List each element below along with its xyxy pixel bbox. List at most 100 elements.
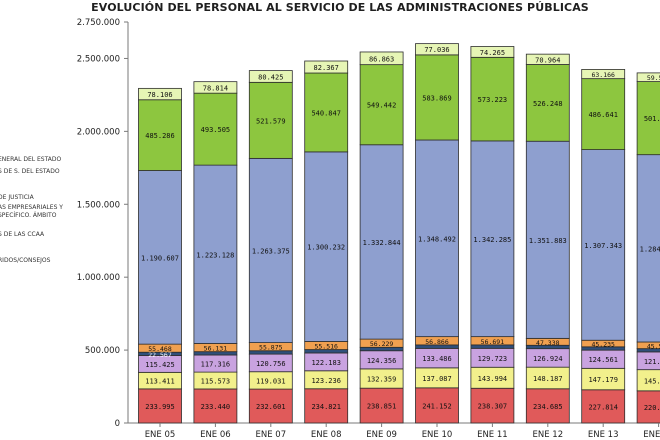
y-tick-label: 1.500.000 [77,200,120,210]
bar-segment [470,46,515,58]
bar-value-label: 113.411 [145,378,175,386]
bar-segment [193,164,238,344]
bar-value-label: 485.286 [145,132,175,140]
x-tick-label: ENE 09 [366,430,397,440]
y-tick-label: 500.000 [85,346,120,356]
legend-item-label: DE JUSTICIA [0,194,34,201]
bar-value-label: 233.995 [145,403,175,411]
bar-value-label: 126.924 [533,355,563,363]
x-tick-label: ENE 12 [532,430,563,440]
bar-value-label: 117.316 [201,361,231,369]
bar-segment [415,54,459,141]
bar-value-label: 1.351.883 [529,237,567,245]
bar-value-label: 137.087 [422,375,452,383]
y-tick-label: 2.750.000 [77,18,120,28]
bar-segment [359,387,404,424]
bar-segment [470,56,515,142]
bar-value-label: 145.208 [644,377,660,385]
bar-value-label: 82.367 [314,64,339,72]
bar-value-label: 55.468 [148,345,172,353]
bar-value-label: 59.598 [647,74,660,82]
bar-value-label: 74.265 [480,49,505,57]
bar-value-label: 115.425 [145,361,175,369]
bar-value-label: 63.166 [591,71,615,79]
bar-value-label: 549.442 [367,102,397,110]
bar-value-label: 78.106 [147,91,172,99]
x-tick-label: ENE 07 [255,430,286,440]
bar-value-label: 45.582 [647,342,660,350]
bar-segment [304,151,349,342]
bar-value-label: 573.223 [478,96,508,104]
bar-value-label: 220.563 [644,404,660,412]
bar-value-label: 147.179 [588,376,618,384]
bar-value-label: 234.685 [533,403,563,411]
bar-value-label: 540.847 [311,109,341,117]
bar-value-label: 143.994 [478,375,508,383]
bar-value-label: 1.332.844 [363,239,401,247]
bar-value-label: 121.805 [644,358,660,366]
bar-segment [359,144,404,340]
bar-value-label: 238.851 [367,403,397,411]
bar-value-label: 1.223.128 [196,251,234,259]
bar-segment [304,388,349,424]
legend-item-label: RIDOS/CONSEJOS [0,257,51,264]
x-tick-label: ENE 08 [311,430,342,440]
y-tick-label: 1.000.000 [77,273,120,283]
bar-segment [581,78,626,151]
bar-value-label: 119.031 [256,377,286,385]
bar-segment [525,53,570,65]
bar-segment [248,81,293,159]
bar-value-label: 133.486 [422,355,452,363]
bar-value-label: 1.300.232 [307,244,345,252]
legend-item-label: AS EMPRESARIALES Y [0,204,63,211]
bar-value-label: 1.307.343 [584,242,622,250]
y-tick-label: 2.000.000 [77,127,120,137]
bar-segment [248,157,293,344]
bar-value-label: 47.338 [536,339,560,347]
bar-value-label: 526.248 [533,100,563,108]
bar-value-label: 122.183 [311,359,341,367]
bar-value-label: 120.756 [256,360,286,368]
bar-value-label: 241.152 [422,402,452,410]
x-tick-label: ENE 05 [145,430,176,440]
bar-segment [359,51,404,66]
bar-value-label: 129.723 [478,355,508,363]
bar-segment [581,149,626,341]
bar-value-label: 70.964 [535,56,560,64]
bar-segment [138,99,182,171]
bar-value-label: 77.036 [424,46,449,54]
bar-value-label: 521.579 [256,117,286,125]
bar-value-label: 1.284.646 [640,245,660,253]
bar-value-label: 1.348.492 [418,235,456,243]
bar-segment [304,72,349,153]
bar-value-label: 1.342.285 [473,236,511,244]
bar-value-label: 486.641 [588,111,618,119]
bar-value-label: 148.187 [533,375,563,383]
bar-segment [248,388,293,424]
bar-value-label: 22.567 [148,351,172,359]
bar-value-label: 227.814 [588,403,618,411]
bar-value-label: 78.814 [203,84,228,92]
y-tick-label: 0 [115,419,120,429]
bar-value-label: 232.601 [256,403,286,411]
chart-title: EVOLUCIÓN DEL PERSONAL AL SERVICIO DE LA… [91,1,589,14]
bar-value-label: 123.236 [311,377,341,385]
bar-segment [193,388,238,424]
y-tick-label: 2.500.000 [77,54,120,64]
bar-segment [525,140,570,339]
bar-value-label: 1.190.607 [141,254,179,262]
x-tick-label: ENE 10 [422,430,453,440]
bar-segment [415,43,459,56]
bar-value-label: 501.179 [644,115,660,123]
x-tick-label: ENE 06 [200,430,231,440]
bar-segment [636,72,660,82]
x-tick-label: ENE 14 [643,430,660,440]
bar-segment [359,64,404,146]
bar-segment [470,140,515,338]
bar-segment [138,388,182,424]
bar-value-label: 80.425 [258,73,283,81]
bar-value-label: 132.359 [367,376,397,384]
bar-value-label: 1.263.375 [252,247,290,255]
bar-value-label: 56.691 [481,338,505,346]
bar-segment [304,60,349,74]
